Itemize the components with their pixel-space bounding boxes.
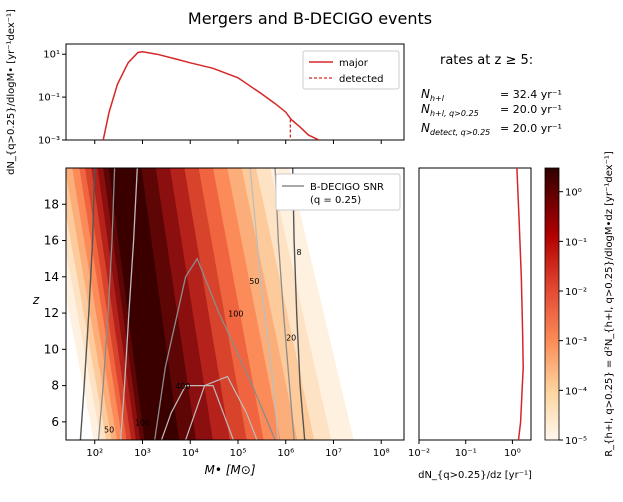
rate-sub-2: detect, q>0.25 bbox=[430, 128, 490, 137]
snr-contour-line bbox=[274, 168, 295, 440]
heatmap-band bbox=[108, 168, 180, 440]
snr-contours bbox=[79, 168, 306, 440]
side-xticks: 10⁻² 10⁻¹ 10⁰ bbox=[408, 440, 521, 459]
colorbar-label: R_{h+l, q>0.25} = d²N_{h+l, q>0.25}/dlog… bbox=[604, 151, 615, 457]
colorbar-tick-label: 10⁻² bbox=[565, 287, 587, 298]
main-xlabel: M• [M⊙] bbox=[204, 463, 255, 477]
rate-row-0: Nh+l = 32.4 yr⁻¹ bbox=[421, 87, 562, 103]
rate-row-1: Nh+l, q>0.25 = 20.0 yr⁻¹ bbox=[421, 102, 562, 118]
top-ytick-label: 10⁻¹ bbox=[38, 93, 60, 104]
main-yticks: 6 8 10 12 14 16 18 bbox=[44, 197, 66, 429]
main-xtick-label: 10⁷ bbox=[325, 448, 342, 459]
rate-sym-2: N bbox=[421, 121, 430, 135]
colorbar-tick-label: 10⁻⁵ bbox=[565, 436, 587, 447]
snr-contour-line bbox=[154, 257, 276, 440]
snr-contour-label: 20 bbox=[286, 333, 296, 342]
snr-contour-labels: 8 50 100 400 100 50 20 bbox=[104, 248, 302, 435]
main-ytick-label: 18 bbox=[44, 197, 59, 211]
legend-detected-label: detected bbox=[339, 74, 384, 85]
main-ytick-label: 12 bbox=[44, 306, 59, 320]
main-panel: 8 50 100 400 100 50 20 10² 10³ 10⁴ 10⁵ 10⁶ 10⁷ 10⁸ 6… bbox=[32, 167, 405, 477]
legend-snr-sublabel: (q = 0.25) bbox=[310, 195, 361, 206]
colorbar-tick-label: 10⁻⁴ bbox=[565, 386, 587, 397]
main-xtick-label: 10⁵ bbox=[230, 448, 247, 459]
top-legend-box bbox=[302, 50, 400, 90]
main-ytick-label: 10 bbox=[44, 342, 59, 356]
rates-header: rates at z ≥ 5: bbox=[440, 53, 533, 68]
legend-major-label: major bbox=[339, 58, 369, 69]
main-ytick-label: 6 bbox=[51, 415, 59, 429]
side-xtick-label: 10⁻¹ bbox=[455, 448, 477, 459]
colorbar-ticks: 10⁰ 10⁻¹ 10⁻² 10⁻³ 10⁻⁴ 10⁻⁵ bbox=[559, 188, 587, 447]
snr-contour-line bbox=[160, 385, 234, 440]
main-legend-box bbox=[275, 173, 401, 211]
main-xtick-label: 10² bbox=[86, 448, 103, 459]
colorbar-tick-label: 10⁻¹ bbox=[565, 237, 587, 248]
rate-sym-0: N bbox=[421, 87, 430, 101]
top-yticks: 10¹ 10⁻¹ 10⁻³ bbox=[38, 50, 66, 147]
main-xtick-label: 10⁴ bbox=[182, 448, 199, 459]
main-ytick-label: 16 bbox=[44, 234, 59, 248]
side-panel: 10⁻² 10⁻¹ 10⁰ dN_{q>0.25}/dz [yr⁻¹] bbox=[408, 167, 532, 481]
top-ytick-label: 10⁻³ bbox=[38, 136, 60, 147]
top-panel-frame bbox=[65, 43, 405, 141]
snr-contour-line bbox=[97, 168, 116, 440]
top-series-major bbox=[102, 51, 320, 140]
top-xticks bbox=[94, 140, 382, 144]
snr-contour-label: 50 bbox=[104, 426, 114, 435]
rate-value-0: = 32.4 yr⁻¹ bbox=[500, 88, 562, 101]
svg-text:Ndetect, q>0.25: Ndetect, q>0.25 bbox=[421, 121, 490, 137]
colorbar: 10⁰ 10⁻¹ 10⁻² 10⁻³ 10⁻⁴ 10⁻⁵ R_{h+l, q>0.25} … bbox=[544, 151, 615, 457]
legend-snr-label: B-DECIGO SNR bbox=[310, 182, 384, 193]
main-xtick-label: 10³ bbox=[134, 448, 151, 459]
snr-contour-label: 400 bbox=[175, 382, 190, 391]
main-ytick-label: 8 bbox=[51, 379, 59, 393]
colorbar-gradient bbox=[544, 167, 560, 441]
top-ytick-label: 10¹ bbox=[43, 50, 60, 61]
side-xlabel: dN_{q>0.25}/dz [yr⁻¹] bbox=[418, 470, 532, 481]
rate-sym-1: N bbox=[421, 102, 430, 116]
rate-sub-0: h+l bbox=[430, 94, 445, 103]
top-legend: major detected bbox=[302, 50, 400, 90]
snr-contour-line bbox=[185, 375, 258, 440]
main-ylabel: z bbox=[32, 293, 40, 307]
top-panel: 10¹ 10⁻¹ 10⁻³ dN_{q>0.25}/dlogM• [yr⁻¹dex⁻… bbox=[6, 9, 405, 175]
snr-contour-line bbox=[292, 168, 306, 440]
main-legend: B-DECIGO SNR (q = 0.25) bbox=[275, 173, 401, 211]
main-xtick-label: 10⁸ bbox=[373, 448, 390, 459]
snr-contour-line bbox=[79, 168, 96, 440]
svg-text:Nh+l, q>0.25: Nh+l, q>0.25 bbox=[421, 102, 479, 118]
main-xtick-label: 10⁶ bbox=[277, 448, 294, 459]
colorbar-tick-label: 10⁻³ bbox=[565, 337, 587, 348]
snr-contour-label: 8 bbox=[296, 248, 301, 257]
rate-row-2: Ndetect, q>0.25 = 20.0 yr⁻¹ bbox=[421, 121, 562, 137]
rate-value-2: = 20.0 yr⁻¹ bbox=[500, 122, 562, 135]
side-xtick-label: 10⁰ bbox=[504, 448, 521, 459]
side-xtick-label: 10⁻² bbox=[408, 448, 430, 459]
snr-contour-label: 100 bbox=[228, 310, 243, 319]
rate-sub-1: h+l, q>0.25 bbox=[430, 109, 479, 118]
main-panel-frame bbox=[65, 167, 405, 441]
side-series bbox=[516, 168, 524, 440]
snr-contour-line bbox=[120, 168, 138, 440]
top-ylabel: dN_{q>0.25}/dlogM• [yr⁻¹dex⁻¹] bbox=[6, 9, 17, 175]
snr-contour-label: 100 bbox=[135, 418, 150, 427]
snr-contour-line bbox=[249, 168, 279, 440]
svg-text:Nh+l: Nh+l bbox=[421, 87, 445, 103]
rates-block: rates at z ≥ 5: Nh+l = 32.4 yr⁻¹ Nh+l, q… bbox=[421, 53, 562, 137]
main-ytick-label: 14 bbox=[44, 270, 59, 284]
main-xticks: 10² 10³ 10⁴ 10⁵ 10⁶ 10⁷ 10⁸ bbox=[86, 440, 390, 459]
figure-title: Mergers and B-DECIGO events bbox=[188, 9, 432, 28]
snr-contour-label: 50 bbox=[249, 277, 259, 286]
side-panel-frame bbox=[418, 167, 532, 441]
rate-value-1: = 20.0 yr⁻¹ bbox=[500, 103, 562, 116]
colorbar-tick-label: 10⁰ bbox=[565, 188, 582, 199]
